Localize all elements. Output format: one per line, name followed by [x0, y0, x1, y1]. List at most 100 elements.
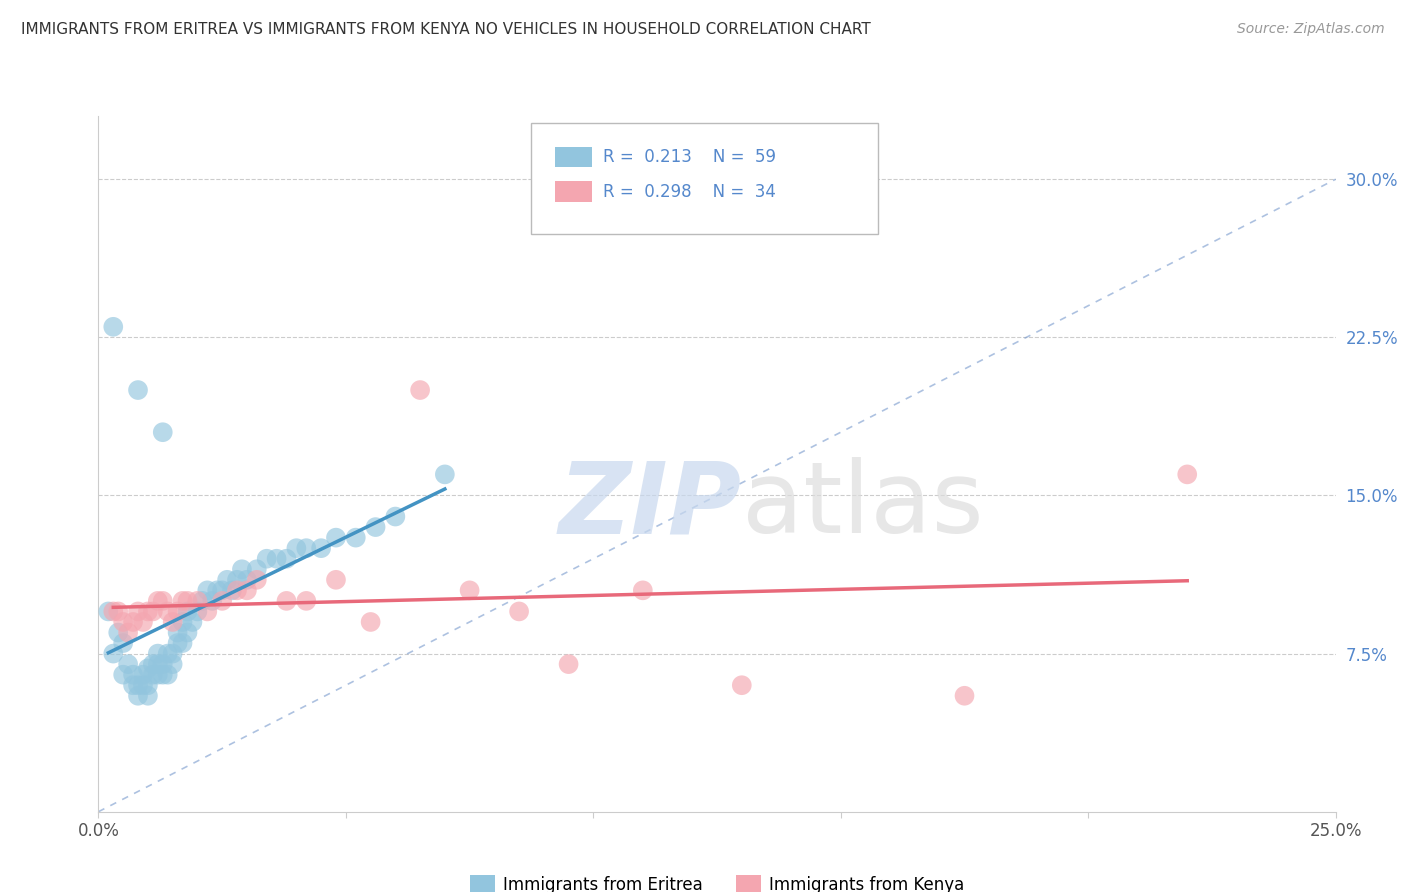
Point: [360, 615, 382, 629]
Point: [181, 615, 204, 629]
Point: [191, 594, 214, 608]
Point: [97, 604, 120, 618]
Point: [176, 625, 198, 640]
Point: [295, 541, 318, 556]
Point: [112, 667, 135, 681]
Point: [166, 604, 188, 618]
Point: [103, 319, 125, 334]
Point: [142, 604, 165, 618]
Point: [107, 625, 129, 640]
Point: [162, 615, 184, 629]
Point: [142, 667, 165, 681]
FancyBboxPatch shape: [555, 181, 592, 202]
Point: [231, 562, 253, 576]
Point: [122, 667, 145, 681]
Point: [295, 594, 318, 608]
Text: Source: ZipAtlas.com: Source: ZipAtlas.com: [1237, 22, 1385, 37]
Point: [162, 657, 184, 672]
Point: [409, 383, 432, 397]
Text: R =  0.298    N =  34: R = 0.298 N = 34: [603, 183, 776, 201]
Point: [112, 615, 135, 629]
Point: [266, 551, 288, 566]
Point: [176, 604, 198, 618]
Point: [103, 647, 125, 661]
Point: [221, 583, 243, 598]
Point: [156, 604, 179, 618]
Point: [127, 678, 149, 692]
Point: [1175, 467, 1198, 482]
Point: [344, 531, 367, 545]
Point: [172, 615, 194, 629]
Point: [211, 594, 233, 608]
Point: [117, 657, 139, 672]
Point: [186, 604, 208, 618]
Point: [166, 636, 188, 650]
Point: [508, 604, 530, 618]
Point: [186, 594, 208, 608]
Point: [112, 636, 135, 650]
Point: [142, 657, 165, 672]
Point: [226, 583, 249, 598]
Point: [246, 562, 269, 576]
Point: [156, 667, 179, 681]
Point: [172, 594, 194, 608]
Point: [325, 573, 347, 587]
Point: [146, 647, 169, 661]
Point: [136, 661, 159, 675]
Point: [176, 594, 198, 608]
Point: [136, 604, 159, 618]
Point: [195, 583, 218, 598]
Point: [557, 657, 579, 672]
Point: [364, 520, 387, 534]
Point: [152, 425, 174, 440]
Point: [132, 678, 155, 692]
Point: [107, 604, 129, 618]
Text: ZIP: ZIP: [558, 457, 742, 554]
Point: [127, 604, 149, 618]
Point: [146, 594, 169, 608]
Point: [631, 583, 654, 598]
Point: [256, 551, 278, 566]
Point: [152, 657, 174, 672]
FancyBboxPatch shape: [555, 146, 592, 168]
Point: [136, 689, 159, 703]
Point: [166, 625, 188, 640]
Point: [953, 689, 976, 703]
FancyBboxPatch shape: [531, 123, 877, 235]
Point: [132, 615, 155, 629]
Point: [152, 667, 174, 681]
Text: atlas: atlas: [742, 457, 983, 554]
Point: [172, 636, 194, 650]
Point: [156, 647, 179, 661]
Point: [276, 594, 298, 608]
Point: [162, 647, 184, 661]
Legend: Immigrants from Eritrea, Immigrants from Kenya: Immigrants from Eritrea, Immigrants from…: [463, 869, 972, 892]
Point: [309, 541, 332, 556]
Point: [195, 604, 218, 618]
Point: [103, 604, 125, 618]
Point: [205, 583, 228, 598]
Point: [211, 583, 233, 598]
Point: [285, 541, 308, 556]
Text: R =  0.213    N =  59: R = 0.213 N = 59: [603, 148, 776, 166]
Point: [146, 667, 169, 681]
Point: [236, 573, 259, 587]
Point: [122, 678, 145, 692]
Point: [731, 678, 754, 692]
Point: [217, 573, 239, 587]
Point: [458, 583, 481, 598]
Point: [201, 594, 224, 608]
Point: [136, 678, 159, 692]
Point: [146, 657, 169, 672]
Point: [117, 625, 139, 640]
Point: [433, 467, 456, 482]
Point: [236, 583, 259, 598]
Point: [152, 594, 174, 608]
Point: [127, 689, 149, 703]
Point: [132, 667, 155, 681]
Point: [325, 531, 347, 545]
Point: [226, 573, 249, 587]
Point: [246, 573, 269, 587]
Point: [276, 551, 298, 566]
Point: [384, 509, 406, 524]
